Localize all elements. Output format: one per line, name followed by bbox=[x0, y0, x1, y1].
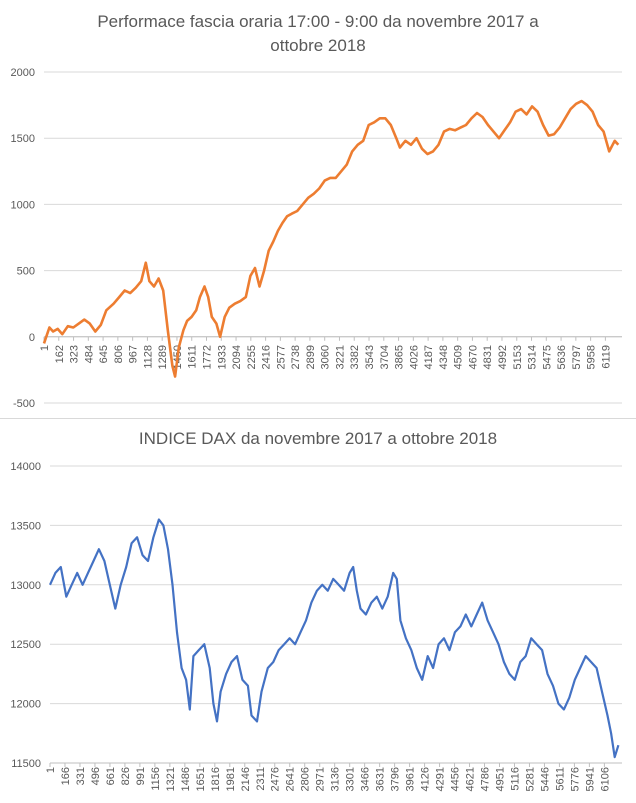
x-tick-label: 2311 bbox=[255, 767, 267, 791]
x-tick-label: 3543 bbox=[364, 345, 376, 369]
y-tick-label: 12000 bbox=[10, 699, 41, 711]
x-tick-label: 5153 bbox=[512, 345, 524, 369]
x-tick-label: 1321 bbox=[165, 767, 177, 791]
x-tick-label: 3865 bbox=[394, 345, 406, 369]
y-tick-label: 11500 bbox=[11, 758, 41, 770]
x-tick-label: 1 bbox=[45, 767, 57, 773]
series-line bbox=[42, 99, 620, 378]
x-tick-label: 5281 bbox=[524, 767, 536, 791]
x-tick-label: 6119 bbox=[600, 345, 612, 369]
x-tick-label: 4992 bbox=[497, 345, 509, 369]
x-tick-label: 2146 bbox=[240, 767, 252, 791]
x-tick-label: 5611 bbox=[554, 767, 566, 791]
x-tick-label: 4951 bbox=[494, 767, 506, 791]
x-tick-label: 1933 bbox=[216, 345, 228, 369]
x-tick-label: 4026 bbox=[408, 345, 420, 369]
x-tick-label: 3221 bbox=[334, 345, 346, 369]
x-tick-label: 3704 bbox=[379, 345, 391, 369]
x-tick-label: 967 bbox=[128, 345, 140, 363]
x-tick-label: 806 bbox=[113, 345, 125, 363]
x-tick-label: 3961 bbox=[405, 767, 417, 791]
x-tick-label: 1772 bbox=[202, 345, 214, 369]
x-tick-label: 4456 bbox=[450, 767, 462, 791]
x-tick-label: 323 bbox=[69, 345, 81, 363]
x-tick-label: 496 bbox=[90, 767, 102, 785]
y-tick-label: 0 bbox=[29, 332, 35, 344]
x-tick-label: 2094 bbox=[231, 345, 243, 369]
x-tick-label: 1156 bbox=[150, 767, 162, 791]
x-tick-label: 2738 bbox=[290, 345, 302, 369]
x-tick-label: 4831 bbox=[482, 345, 494, 369]
x-tick-label: 4348 bbox=[438, 345, 450, 369]
x-tick-label: 3466 bbox=[360, 767, 372, 791]
x-tick-label: 3382 bbox=[349, 345, 361, 369]
x-tick-label: 826 bbox=[120, 767, 132, 785]
y-tick-label: 500 bbox=[17, 266, 35, 278]
x-tick-label: 5116 bbox=[509, 767, 521, 791]
x-tick-label: 4621 bbox=[465, 767, 477, 791]
x-tick-label: 1486 bbox=[180, 767, 192, 791]
x-tick-label: 2416 bbox=[261, 345, 273, 369]
x-tick-label: 2577 bbox=[275, 345, 287, 369]
y-tick-label: 14000 bbox=[10, 461, 41, 473]
x-tick-label: 166 bbox=[60, 767, 72, 785]
x-tick-label: 3796 bbox=[390, 767, 402, 791]
series-line bbox=[48, 518, 620, 759]
x-tick-label: 4786 bbox=[480, 767, 492, 791]
x-tick-label: 5636 bbox=[556, 345, 568, 369]
chart-title: Performace fascia oraria 17:00 - 9:00 da… bbox=[97, 12, 539, 55]
x-tick-label: 3631 bbox=[375, 767, 387, 791]
y-tick-label: 2000 bbox=[11, 67, 35, 79]
chart-panel-dax: INDICE DAX da novembre 2017 a ottobre 20… bbox=[0, 419, 636, 803]
x-tick-label: 4291 bbox=[435, 767, 447, 791]
x-tick-label: 2476 bbox=[270, 767, 282, 791]
x-tick-label: 162 bbox=[54, 345, 66, 363]
x-tick-label: 645 bbox=[98, 345, 110, 363]
x-tick-label: 3060 bbox=[320, 345, 332, 369]
x-tick-label: 5446 bbox=[539, 767, 551, 791]
chart-panel-performance: Performace fascia oraria 17:00 - 9:00 da… bbox=[10, 12, 622, 410]
x-tick-label: 4126 bbox=[420, 767, 432, 791]
x-tick-label: 5314 bbox=[527, 345, 539, 369]
x-tick-label: 1816 bbox=[210, 767, 222, 791]
x-tick-label: 4509 bbox=[453, 345, 465, 369]
x-tick-label: 4187 bbox=[423, 345, 435, 369]
x-tick-label: 991 bbox=[135, 767, 147, 785]
x-tick-label: 661 bbox=[105, 767, 117, 785]
y-tick-label: 1000 bbox=[11, 199, 35, 211]
y-tick-label: 13500 bbox=[10, 520, 41, 532]
x-tick-label: 5941 bbox=[584, 767, 596, 791]
y-tick-label: -500 bbox=[13, 398, 35, 410]
x-tick-label: 1651 bbox=[195, 767, 207, 791]
x-tick-label: 484 bbox=[83, 345, 95, 363]
x-tick-label: 5797 bbox=[571, 345, 583, 369]
x-tick-label: 1 bbox=[39, 345, 51, 351]
y-tick-label: 1500 bbox=[11, 133, 35, 145]
x-tick-label: 2806 bbox=[300, 767, 312, 791]
x-tick-label: 4670 bbox=[467, 345, 479, 369]
x-tick-label: 1128 bbox=[142, 345, 154, 369]
y-tick-label: 12500 bbox=[10, 639, 41, 651]
x-tick-label: 2255 bbox=[246, 345, 258, 369]
y-tick-label: 13000 bbox=[10, 580, 41, 592]
x-tick-label: 1289 bbox=[157, 345, 169, 369]
x-tick-label: 5475 bbox=[541, 345, 553, 369]
panel-divider bbox=[0, 418, 636, 419]
x-tick-label: 1981 bbox=[225, 767, 237, 791]
x-tick-label: 331 bbox=[75, 767, 87, 785]
x-tick-label: 5958 bbox=[586, 345, 598, 369]
x-tick-label: 3301 bbox=[345, 767, 357, 791]
x-tick-label: 2971 bbox=[315, 767, 327, 791]
x-tick-label: 2899 bbox=[305, 345, 317, 369]
dax-line-chart: 14000 13500 13000 12500 12000 11500 1 166 331 496… bbox=[10, 461, 622, 791]
x-tick-label: 3136 bbox=[330, 767, 342, 791]
x-tick-label: 5776 bbox=[569, 767, 581, 791]
chart-title: INDICE DAX da novembre 2017 a ottobre 20… bbox=[138, 429, 498, 448]
x-tick-label: 6106 bbox=[599, 767, 611, 791]
x-tick-label: 2641 bbox=[285, 767, 297, 791]
x-tick-label: 1611 bbox=[187, 345, 199, 369]
